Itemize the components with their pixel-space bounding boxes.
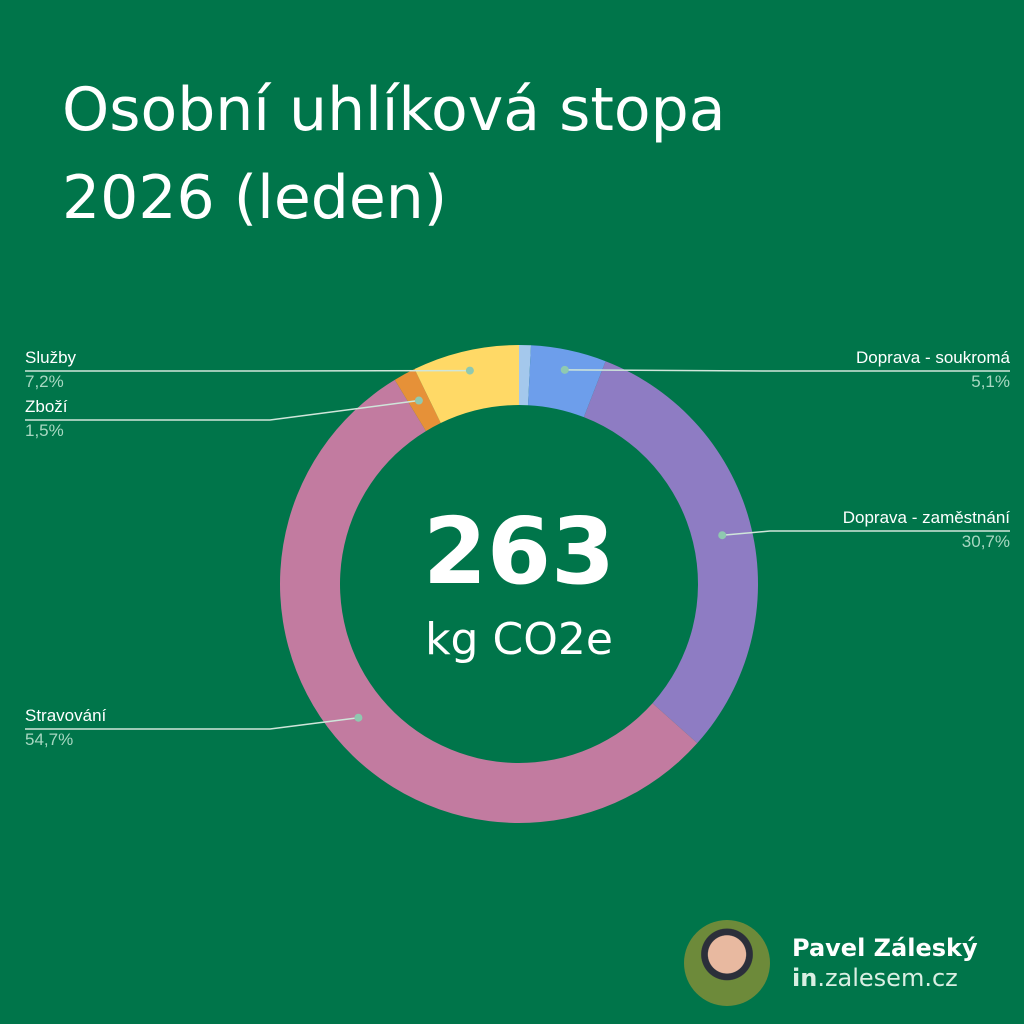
slice-percent-label: 5,1% — [971, 372, 1010, 391]
author-badge: Pavel Záleský in.zalesem.cz — [684, 920, 978, 1006]
leader-dot — [354, 713, 363, 722]
title-line-1: Osobní uhlíková stopa — [62, 75, 726, 145]
slice-doprava---zaměstnání — [583, 361, 758, 744]
slice-name-label: Zboží — [25, 397, 68, 416]
site-bold: in — [792, 964, 818, 992]
leader-line — [25, 716, 359, 730]
slice-služby — [414, 345, 519, 424]
slice-name-label: Stravování — [25, 706, 107, 725]
slice-name-label: Služby — [25, 348, 77, 367]
slice-percent-label: 7,2% — [25, 372, 64, 391]
leader-dot — [414, 396, 423, 405]
slice-percent-label: 54,7% — [25, 730, 73, 749]
site-rest: .zalesem.cz — [817, 964, 958, 992]
leader-line — [722, 530, 1010, 536]
leader-dot — [560, 365, 569, 374]
leader-line — [25, 399, 419, 421]
slice-percent-label: 30,7% — [962, 532, 1010, 551]
leader-dot — [465, 366, 474, 375]
slice-doprava---soukromá — [527, 345, 606, 418]
center-value: 263 — [423, 498, 615, 605]
slice-percent-label: 1,5% — [25, 421, 64, 440]
chart-title: Osobní uhlíková stopa 2026 (leden) — [62, 66, 725, 242]
slice-name-label: Doprava - zaměstnání — [843, 508, 1011, 527]
leader-line — [564, 369, 1010, 372]
slice-other — [519, 345, 532, 406]
slice-name-label: Doprava - soukromá — [856, 348, 1011, 367]
author-site[interactable]: in.zalesem.cz — [792, 963, 978, 993]
leader-dot — [718, 531, 727, 540]
slice-stravování — [279, 379, 698, 824]
avatar — [684, 920, 770, 1006]
center-unit: kg CO2e — [425, 614, 613, 665]
title-line-2: 2026 (leden) — [62, 163, 448, 233]
author-name: Pavel Záleský — [792, 934, 978, 962]
